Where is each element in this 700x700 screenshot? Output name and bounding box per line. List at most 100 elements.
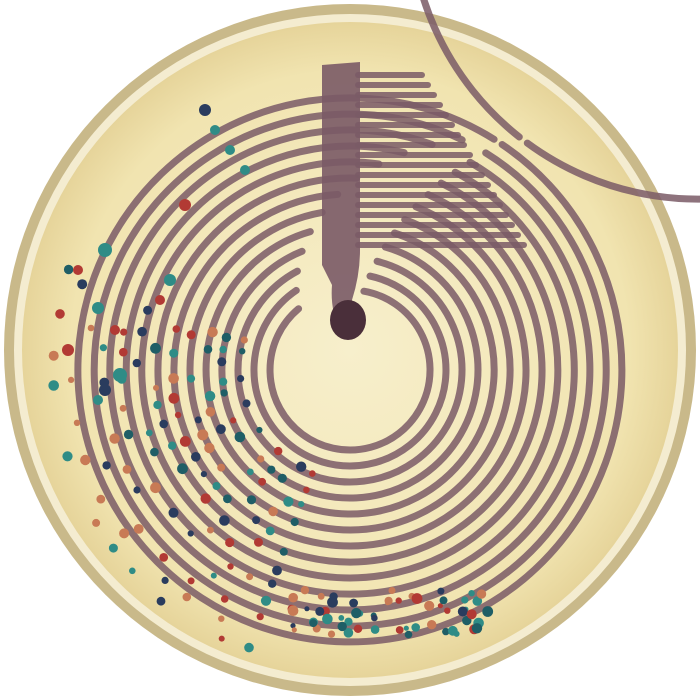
- colony: [161, 576, 169, 585]
- colony: [258, 477, 266, 486]
- colony: [411, 593, 423, 604]
- colony: [290, 517, 299, 527]
- colony: [63, 264, 74, 275]
- colony: [159, 419, 168, 429]
- colony: [207, 526, 214, 534]
- colony: [260, 595, 272, 606]
- colony: [62, 451, 73, 462]
- colony: [370, 625, 380, 634]
- colony: [109, 433, 120, 444]
- colony: [223, 494, 232, 504]
- streak-comb-tooth: [355, 122, 455, 128]
- colony: [204, 442, 215, 454]
- colony: [298, 501, 305, 508]
- colony: [482, 606, 494, 617]
- isolated-colony: [155, 295, 165, 305]
- colony: [220, 595, 229, 603]
- colony: [344, 617, 353, 626]
- streak-arc: [250, 272, 450, 470]
- colony: [351, 607, 362, 619]
- colony: [96, 494, 106, 504]
- colony: [246, 573, 254, 581]
- colony: [153, 400, 162, 410]
- colony: [427, 620, 437, 630]
- isolated-colony: [62, 344, 74, 356]
- colony: [108, 543, 118, 553]
- colony: [80, 454, 91, 466]
- colony: [212, 482, 221, 490]
- colony: [442, 627, 450, 636]
- colony: [197, 429, 209, 441]
- streak-comb-tooth: [355, 202, 503, 208]
- colony: [102, 461, 111, 470]
- streak-arc: [170, 190, 530, 550]
- streak-comb-tooth: [355, 132, 461, 138]
- colony: [439, 596, 448, 605]
- colony: [290, 623, 296, 629]
- colony: [267, 465, 276, 474]
- colony: [156, 596, 166, 606]
- colony: [256, 613, 264, 621]
- streak-arc: [266, 287, 434, 454]
- colony: [153, 384, 159, 391]
- colony: [221, 332, 232, 343]
- colony: [388, 587, 396, 594]
- colony: [216, 424, 226, 435]
- colony: [179, 436, 191, 447]
- colony: [317, 592, 325, 600]
- colony: [191, 452, 201, 462]
- colony: [145, 429, 153, 437]
- colony: [272, 565, 282, 576]
- colony: [395, 597, 402, 604]
- colony: [119, 528, 130, 539]
- colony: [437, 587, 445, 595]
- colony-cluster: [48, 104, 494, 653]
- streak-comb-tooth: [355, 92, 437, 98]
- streak-comb-tooth: [355, 152, 473, 158]
- colony: [337, 621, 347, 632]
- colony: [187, 374, 196, 383]
- colony: [168, 373, 179, 384]
- colony: [120, 328, 128, 336]
- colony: [283, 496, 294, 507]
- colony: [288, 592, 299, 603]
- colony: [73, 419, 81, 426]
- colony: [371, 614, 378, 622]
- colony: [343, 628, 354, 638]
- colony: [137, 326, 147, 337]
- agar-surface: [22, 22, 678, 678]
- colony: [242, 399, 251, 408]
- colony: [466, 609, 477, 620]
- colony: [218, 635, 225, 642]
- colony: [133, 486, 141, 494]
- isolated-colony: [164, 274, 176, 286]
- colony: [309, 619, 318, 628]
- streak-comb-tooth: [355, 212, 509, 218]
- colony: [338, 615, 345, 621]
- colony: [218, 615, 225, 622]
- colony: [384, 596, 393, 605]
- colony: [220, 389, 228, 397]
- colony: [254, 537, 263, 547]
- colony: [265, 526, 275, 536]
- colony: [322, 613, 333, 625]
- colony: [168, 507, 179, 518]
- colony: [168, 441, 177, 450]
- colony: [403, 625, 409, 631]
- colony: [48, 350, 59, 361]
- colony: [177, 463, 188, 475]
- isolated-colony: [199, 104, 211, 116]
- colony: [174, 411, 182, 419]
- colony: [239, 348, 246, 355]
- colony: [300, 586, 310, 595]
- colony: [204, 390, 216, 402]
- colony: [304, 606, 310, 612]
- streak-arc: [138, 158, 562, 582]
- isolated-colony: [240, 165, 250, 175]
- colony: [194, 416, 202, 424]
- colony: [77, 279, 88, 290]
- colony: [159, 553, 169, 562]
- streak-arc: [106, 126, 594, 614]
- colony: [291, 627, 297, 633]
- colony: [240, 336, 248, 344]
